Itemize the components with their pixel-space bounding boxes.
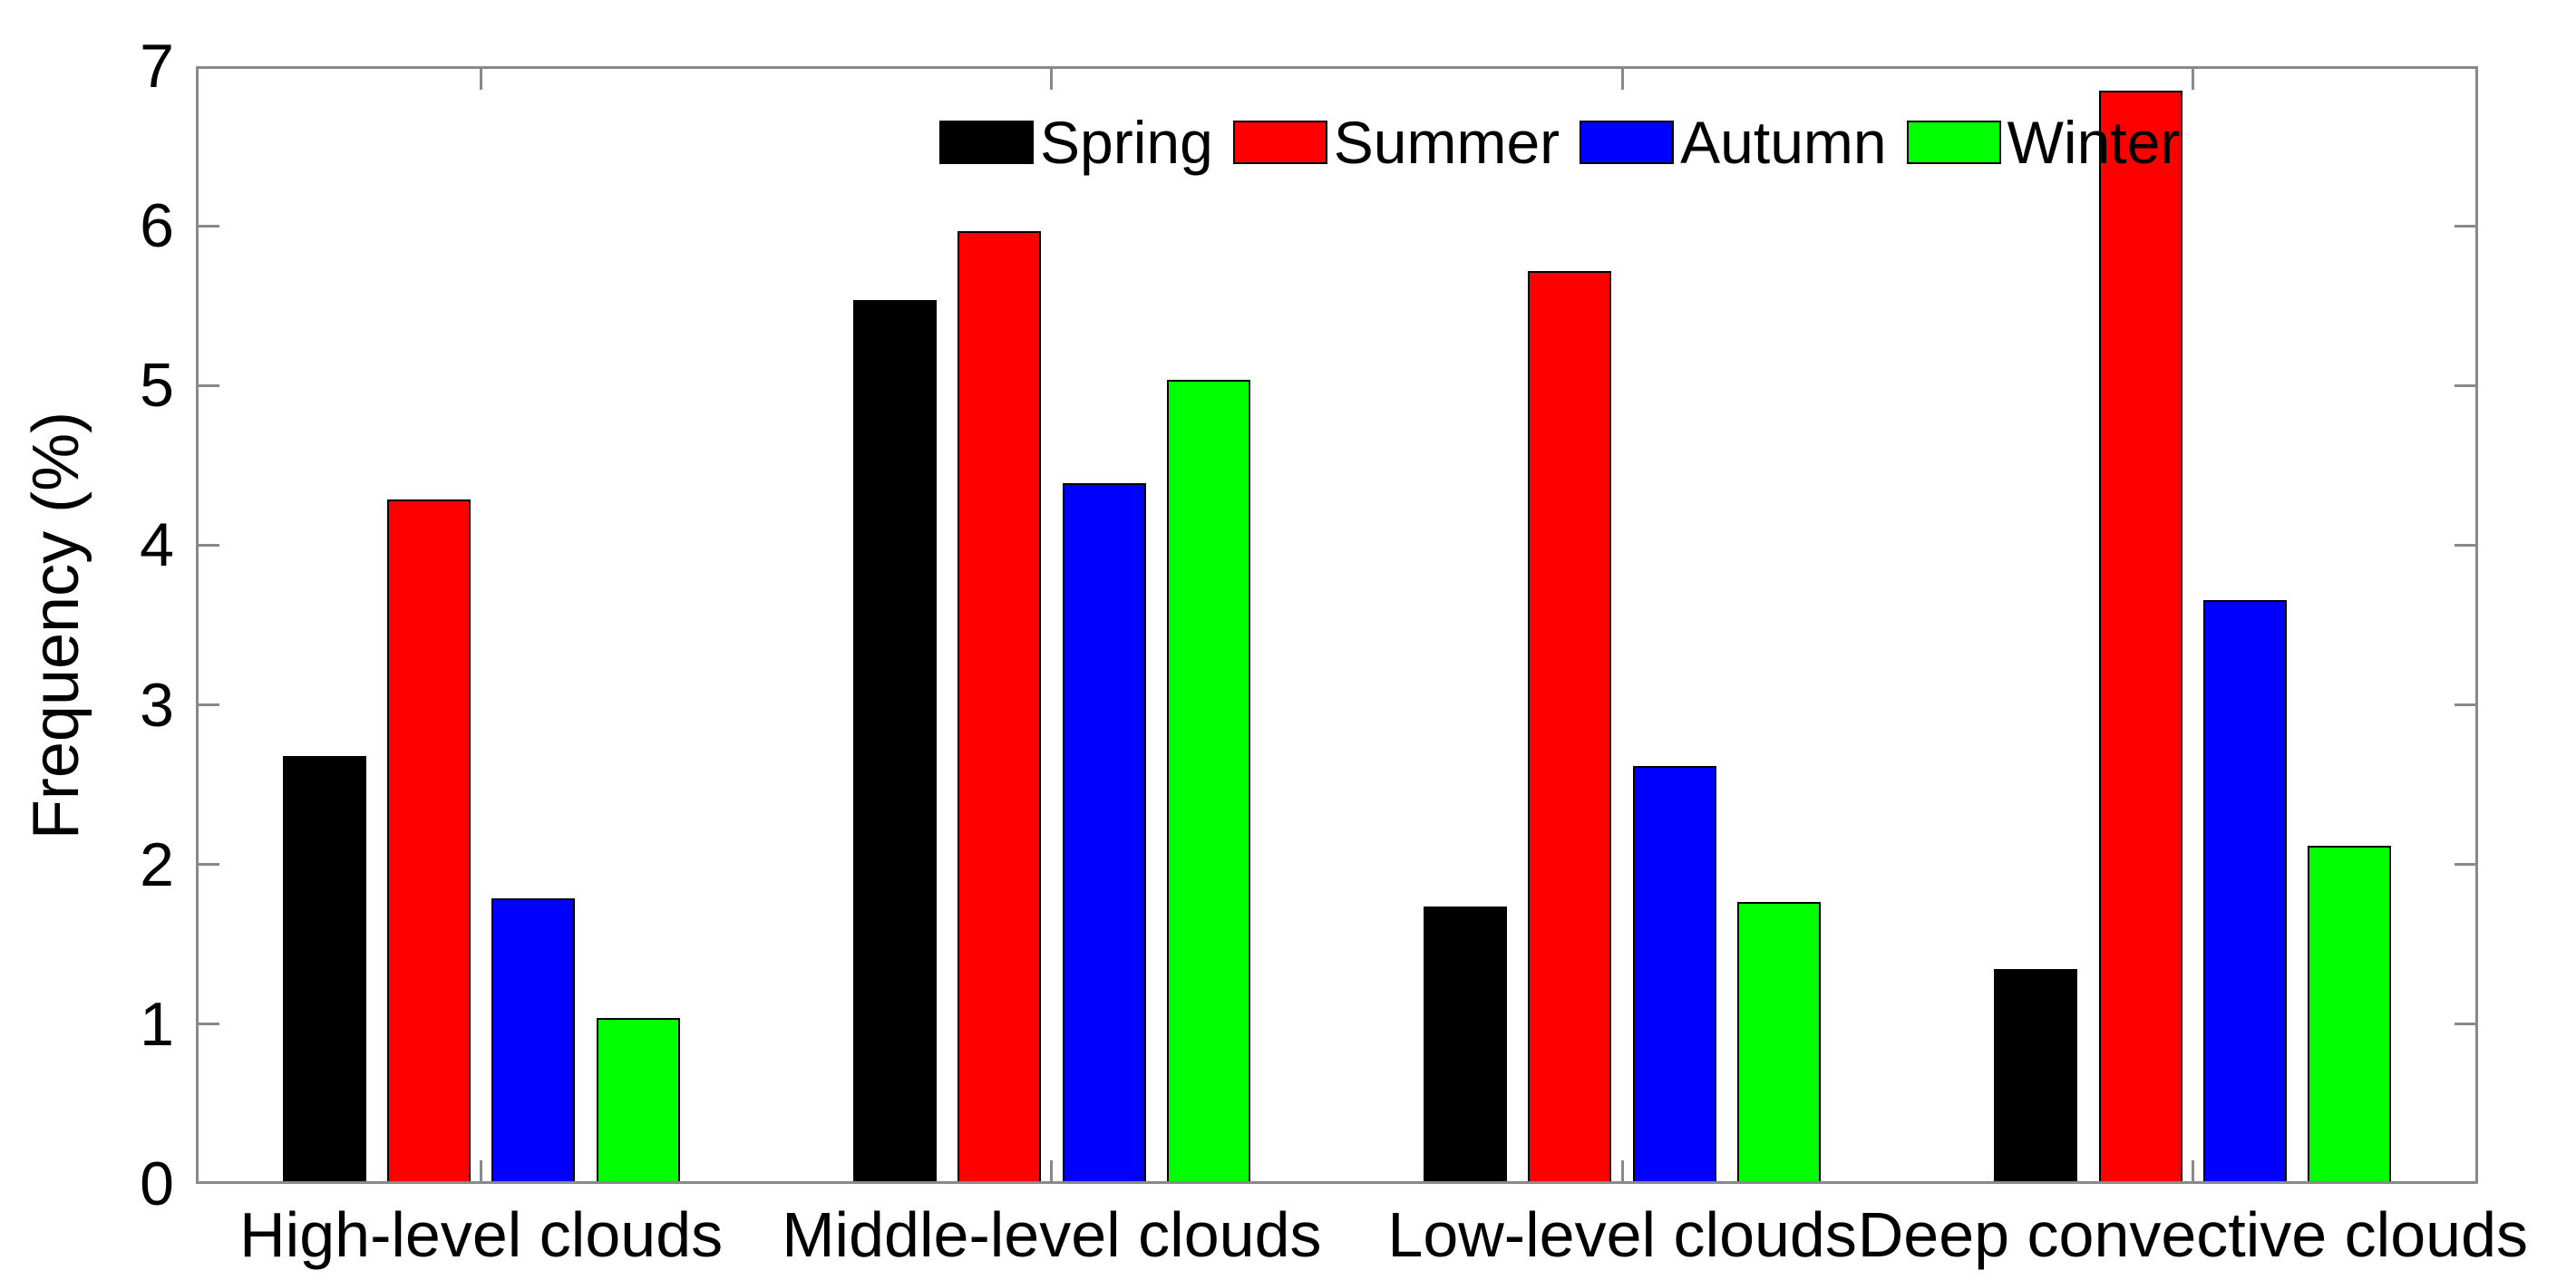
legend-label: Spring bbox=[1040, 109, 1213, 176]
legend-item-summer: Summer bbox=[1232, 109, 1560, 176]
bar-autumn-1 bbox=[491, 898, 576, 1181]
legend: Spring Summer Autumn Winter bbox=[939, 112, 2180, 172]
legend-item-autumn: Autumn bbox=[1580, 109, 1887, 176]
y-tick-mark bbox=[2454, 383, 2478, 387]
x-tick-mark bbox=[2191, 1160, 2194, 1184]
legend-item-spring: Spring bbox=[939, 112, 1213, 172]
x-tick-mark bbox=[1050, 1160, 1054, 1184]
y-tick-label: 3 bbox=[140, 670, 174, 740]
x-tick-mark bbox=[1620, 66, 1624, 90]
x-tick-mark bbox=[2191, 66, 2194, 90]
bar-winter-2 bbox=[1166, 380, 1250, 1181]
bar-summer-3 bbox=[1528, 271, 1612, 1181]
category-label: Low-level clouds bbox=[1387, 1199, 1857, 1270]
y-tick-mark bbox=[196, 703, 219, 707]
y-tick-label: 7 bbox=[140, 32, 174, 101]
y-tick-mark bbox=[2454, 1023, 2478, 1026]
bar-winter-4 bbox=[2308, 846, 2392, 1181]
x-tick-mark bbox=[480, 66, 483, 90]
y-tick-label: 5 bbox=[140, 351, 174, 421]
y-tick-mark bbox=[2454, 863, 2478, 867]
category-label: Deep convective clouds bbox=[1857, 1199, 2529, 1270]
x-tick-mark bbox=[1620, 1160, 1624, 1184]
y-tick-label: 4 bbox=[140, 510, 174, 580]
y-tick-mark bbox=[2454, 703, 2478, 707]
bar-autumn-4 bbox=[2203, 600, 2288, 1181]
legend-swatch-summer bbox=[1232, 121, 1327, 164]
y-tick-mark bbox=[2454, 224, 2478, 228]
bar-spring-2 bbox=[852, 300, 937, 1181]
y-tick-label: 1 bbox=[140, 989, 174, 1059]
bar-spring-1 bbox=[282, 756, 366, 1181]
bar-winter-3 bbox=[1737, 902, 1822, 1181]
bar-autumn-3 bbox=[1632, 766, 1716, 1181]
x-tick-mark bbox=[480, 1160, 483, 1184]
y-axis-title: Frequency (%) bbox=[20, 411, 92, 840]
plot-area bbox=[196, 66, 2478, 1184]
legend-label: Winter bbox=[2007, 109, 2181, 176]
y-tick-mark bbox=[196, 224, 219, 228]
y-tick-mark bbox=[196, 383, 219, 387]
bar-winter-1 bbox=[596, 1018, 680, 1181]
y-tick-label: 6 bbox=[140, 191, 174, 261]
y-tick-mark bbox=[196, 543, 219, 547]
legend-swatch-autumn bbox=[1580, 121, 1675, 164]
y-tick-mark bbox=[2454, 543, 2478, 547]
category-label: Middle-level clouds bbox=[782, 1199, 1322, 1270]
bar-autumn-2 bbox=[1062, 483, 1146, 1181]
y-tick-label: 0 bbox=[140, 1149, 174, 1218]
legend-swatch-spring bbox=[939, 121, 1034, 164]
y-tick-label: 2 bbox=[140, 829, 174, 899]
bar-summer-2 bbox=[957, 231, 1042, 1181]
bar-summer-4 bbox=[2098, 91, 2182, 1181]
x-tick-mark bbox=[1050, 66, 1054, 90]
bar-summer-1 bbox=[386, 499, 471, 1181]
bar-spring-4 bbox=[1994, 969, 2078, 1181]
bar-spring-3 bbox=[1424, 907, 1508, 1181]
legend-label: Autumn bbox=[1680, 109, 1887, 176]
y-tick-mark bbox=[196, 863, 219, 867]
legend-label: Summer bbox=[1333, 109, 1560, 176]
legend-item-winter: Winter bbox=[1906, 109, 2181, 176]
y-tick-mark bbox=[196, 1023, 219, 1026]
legend-swatch-winter bbox=[1906, 121, 2001, 164]
category-label: High-level clouds bbox=[239, 1199, 724, 1270]
